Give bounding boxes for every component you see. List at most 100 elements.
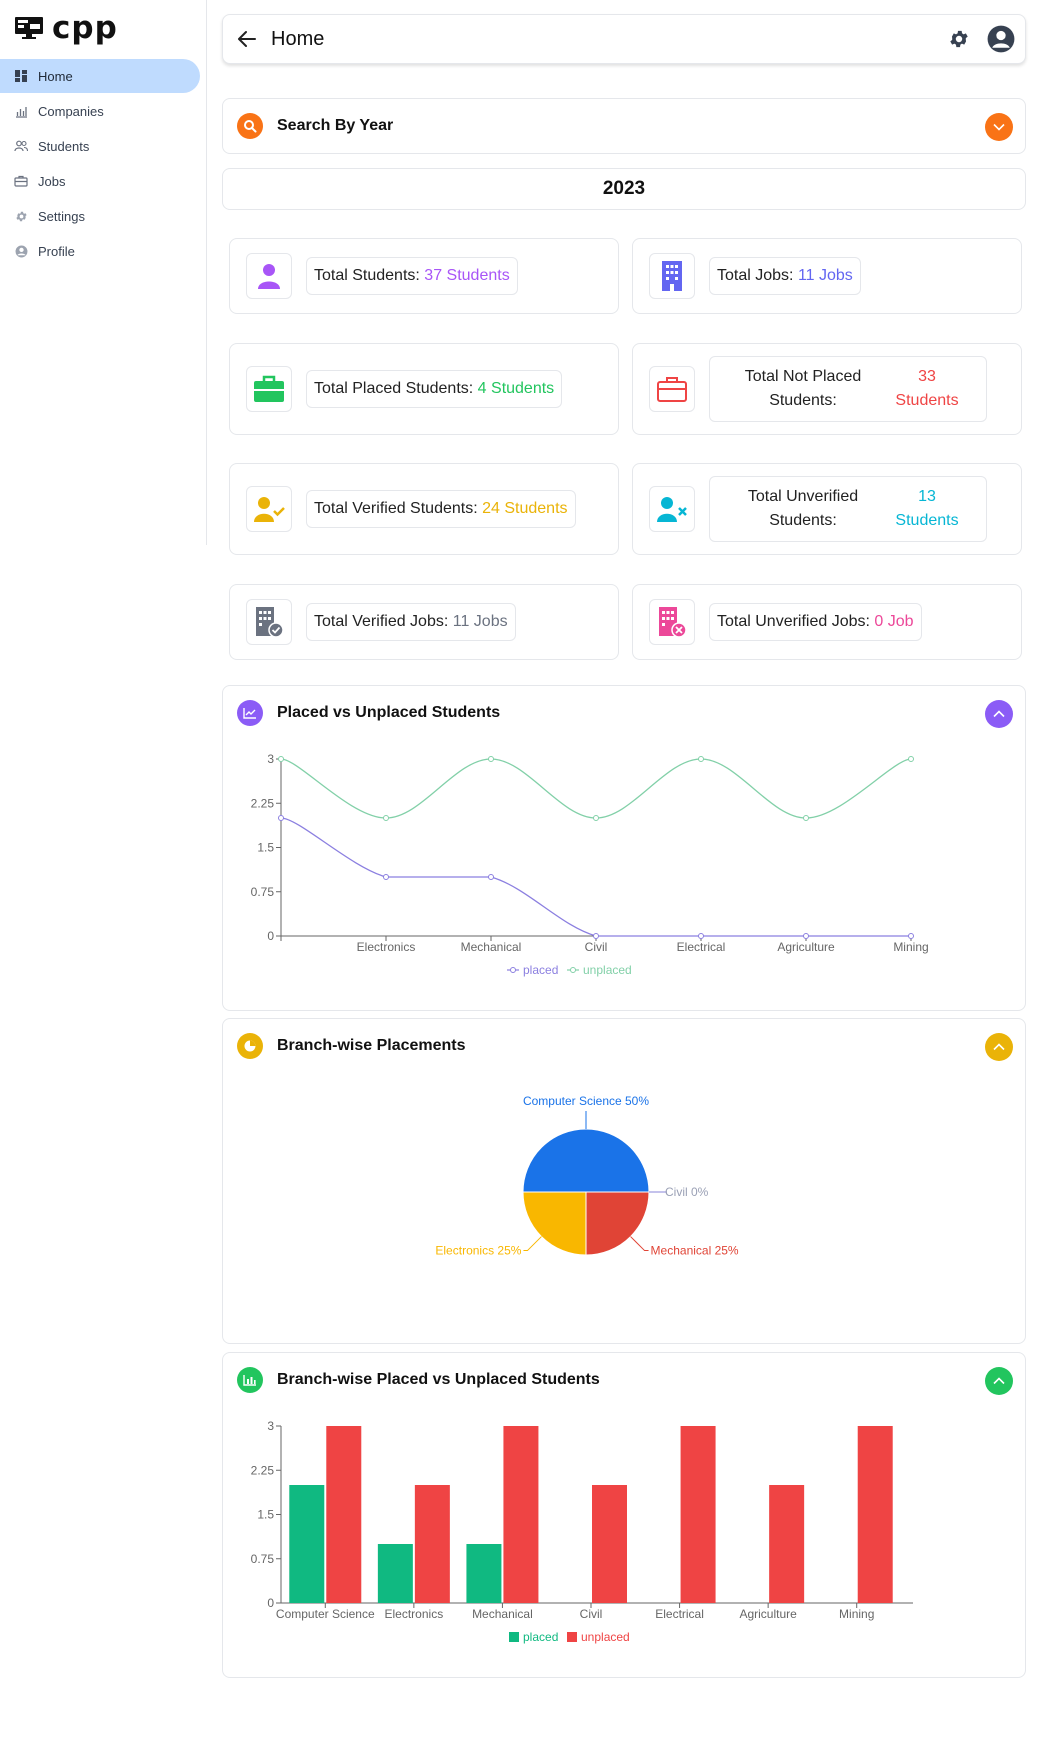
stat-verified-students: Total Verified Students: 24 Students [229, 463, 619, 555]
sidebar-item-label: Jobs [38, 173, 66, 189]
data-point-placed [698, 933, 704, 939]
bar-unplaced [414, 1485, 450, 1603]
gear-icon [14, 209, 28, 223]
stat-placed-students: Total Placed Students: 4 Students [229, 343, 619, 435]
y-tick-label: 0 [267, 929, 274, 943]
stat-label: Total Students: [314, 267, 420, 284]
sidebar-item-profile[interactable]: Profile [0, 234, 200, 268]
x-tick-label: Electronics [357, 940, 416, 954]
search-by-year-panel[interactable]: Search By Year [222, 98, 1026, 154]
year-display[interactable]: 2023 [222, 168, 1026, 210]
stat-value: 24 Students [482, 500, 568, 517]
stat-value: 4 Students [477, 380, 555, 397]
chevron-down-icon[interactable] [985, 113, 1013, 141]
briefcase-icon [246, 366, 292, 412]
stat-value: 33 [918, 368, 936, 385]
stat-unverified-jobs: Total Unverified Jobs: 0 Job [632, 584, 1022, 660]
back-arrow-icon[interactable] [237, 29, 257, 49]
data-point-unplaced [803, 815, 809, 821]
y-tick-label: 2.25 [251, 1463, 275, 1477]
user-circle-icon [14, 244, 28, 258]
x-tick-label: Computer Science [276, 1607, 375, 1621]
data-point-unplaced [383, 815, 389, 821]
section-title: Branch-wise Placed vs Unplaced Students [277, 1371, 600, 1388]
chevron-up-icon[interactable] [985, 1033, 1013, 1061]
y-tick-label: 3 [267, 1419, 274, 1433]
sidebar-item-label: Profile [38, 243, 75, 259]
stat-verified-jobs: Total Verified Jobs: 11 Jobs [229, 584, 619, 660]
top-bar: Home [222, 14, 1026, 64]
stat-text: Total Placed Students: 4 Students [306, 370, 563, 408]
sidebar-item-label: Home [38, 68, 73, 84]
data-point-placed [278, 815, 284, 821]
building-icon [649, 253, 695, 299]
stat-text: Total Verified Students: 24 Students [306, 490, 576, 528]
user-check-icon [246, 486, 292, 532]
building-x-icon [649, 599, 695, 645]
chart-icon [14, 104, 28, 118]
y-tick-label: 3 [267, 752, 274, 766]
sidebar-item-students[interactable]: Students [0, 129, 200, 163]
logo-text: cpp [52, 10, 118, 46]
x-tick-label: Electronics [385, 1607, 444, 1621]
account-avatar-icon[interactable] [987, 25, 1015, 53]
data-point-unplaced [278, 756, 284, 762]
x-tick-label: Agriculture [739, 1607, 797, 1621]
bar-placed [377, 1544, 413, 1603]
sidebar-item-settings[interactable]: Settings [0, 199, 200, 233]
bar-unplaced [326, 1426, 362, 1603]
stat-text: Total Students: 37 Students [306, 257, 518, 295]
sidebar-item-jobs[interactable]: Jobs [0, 164, 200, 198]
stat-not-placed-students: Total Not Placed Students: 33 Students [632, 343, 1022, 435]
building-check-icon [246, 599, 292, 645]
legend-marker-placed [510, 967, 516, 973]
stat-text: Total Jobs: 11 Jobs [709, 257, 861, 295]
stat-label: Total Placed Students: [314, 380, 474, 397]
legend-label-unplaced: unplaced [581, 1630, 630, 1644]
stat-value: 37 Students [424, 267, 510, 284]
data-point-unplaced [593, 815, 599, 821]
x-tick-label: Agriculture [777, 940, 835, 954]
y-tick-label: 1.5 [257, 1508, 274, 1522]
app-logo[interactable]: cpp [14, 10, 118, 46]
sidebar-nav: Home Companies Students Jobs Settings [0, 59, 200, 269]
stat-text: Total Unverified Jobs: 0 Job [709, 603, 922, 641]
section-title: Branch-wise Placements [277, 1037, 466, 1054]
line-chart: 0 0.75 1.5 2.25 3 Electronics Mechanical Civil E… [251, 752, 929, 977]
section-title: Placed vs Unplaced Students [277, 704, 501, 721]
pie-label: Computer Science 50% [523, 1094, 649, 1108]
bar-placed [289, 1485, 325, 1603]
stat-label: Total Unverified [747, 488, 859, 505]
sidebar-item-home[interactable]: Home [0, 59, 200, 93]
sidebar: cpp Home Companies Students Jobs [0, 0, 207, 545]
chevron-up-icon[interactable] [985, 700, 1013, 728]
sidebar-item-companies[interactable]: Companies [0, 94, 200, 128]
data-point-placed [383, 874, 389, 880]
stat-text: Total Unverified Students: 13 Students [709, 476, 987, 542]
placed-vs-unplaced-panel: Placed vs Unplaced Students 0 0.75 1.5 2.25… [222, 685, 1026, 1011]
x-tick-label: Electrical [677, 940, 726, 954]
y-tick-label: 1.5 [257, 841, 274, 855]
stat-label: Total Verified Jobs: [314, 613, 449, 630]
legend-label-unplaced: unplaced [583, 963, 632, 977]
x-tick-label: Mechanical [461, 940, 522, 954]
user-icon [246, 253, 292, 299]
series-line-placed [280, 817, 911, 937]
stat-label: Total Not Placed [744, 368, 862, 385]
stat-total-students: Total Students: 37 Students [229, 238, 619, 314]
bar-unplaced [857, 1426, 893, 1603]
x-tick-label: Mining [839, 1607, 874, 1621]
chevron-up-icon[interactable] [985, 1367, 1013, 1395]
search-by-year-title: Search By Year [277, 117, 394, 134]
stat-value: 0 Job [874, 613, 914, 630]
stat-label: Total Verified Students: [314, 500, 478, 517]
briefcase-outline-icon [649, 366, 695, 412]
sidebar-item-label: Settings [38, 208, 85, 224]
bar-unplaced [769, 1485, 805, 1603]
pie-leader-line [523, 1236, 542, 1252]
gear-icon[interactable] [948, 28, 970, 50]
stat-label: Total Unverified Jobs: [717, 613, 870, 630]
legend-label-placed: placed [523, 1630, 558, 1644]
x-tick-label: Electrical [655, 1607, 704, 1621]
pie-slice [522, 1128, 650, 1193]
